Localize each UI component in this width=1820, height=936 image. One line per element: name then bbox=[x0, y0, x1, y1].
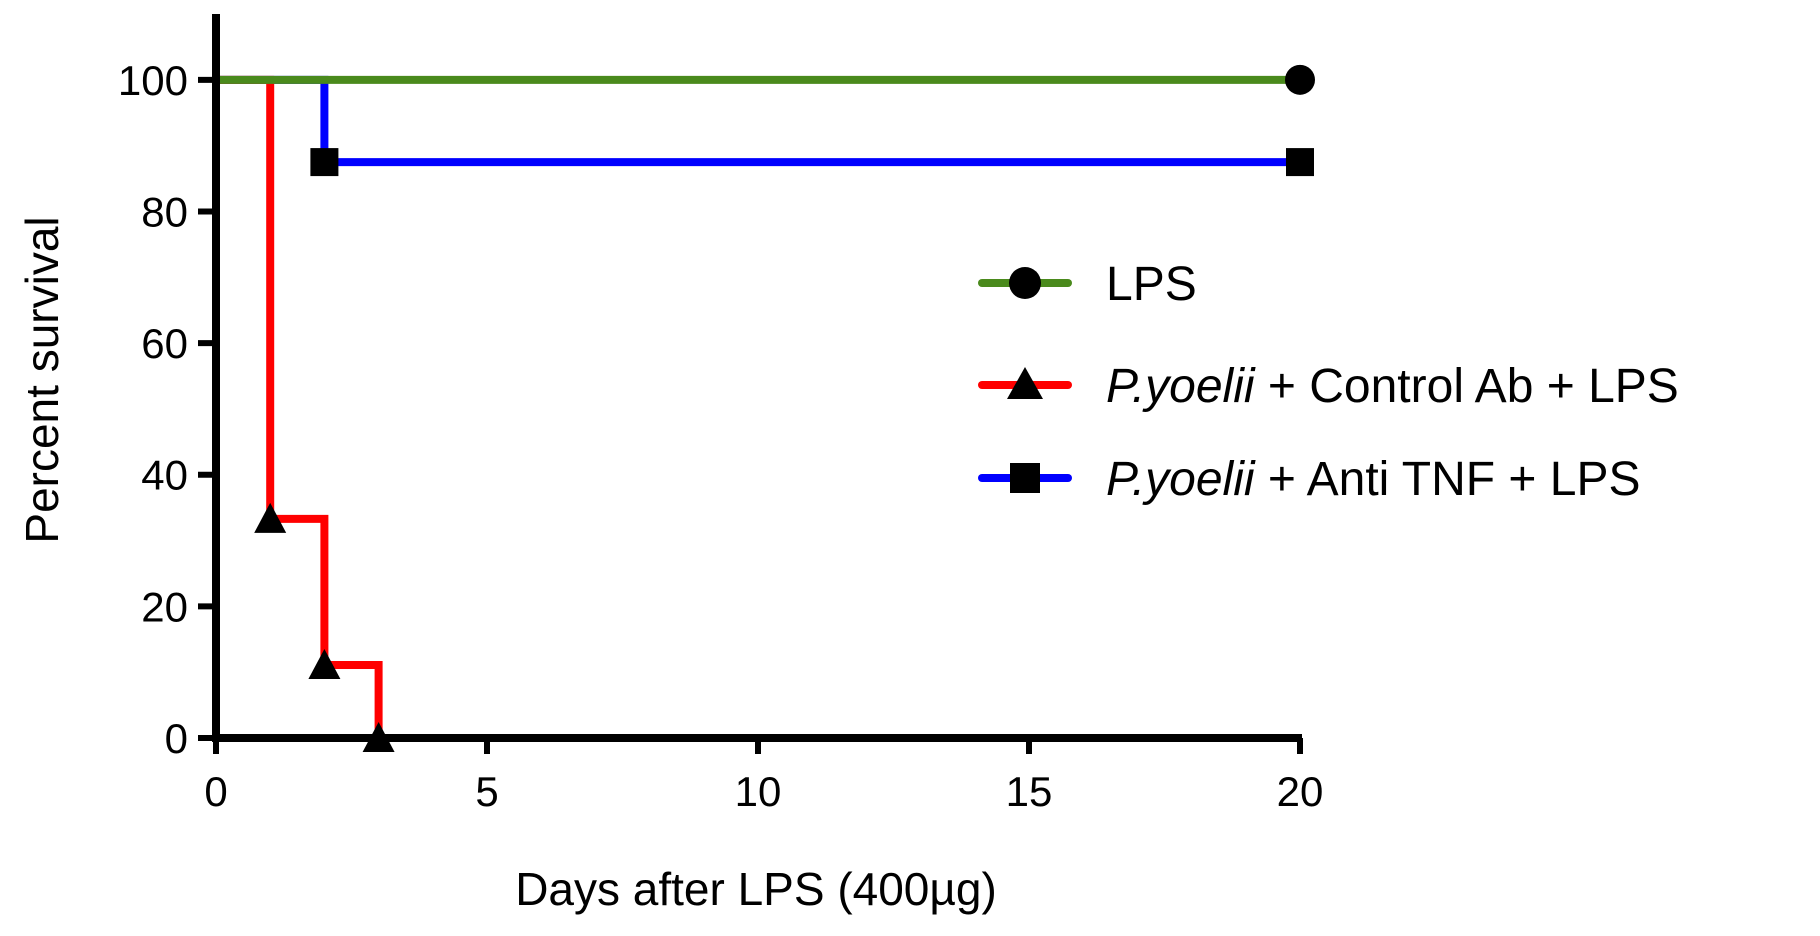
legend-label-lps: LPS bbox=[1106, 258, 1197, 311]
y-tick-label-40: 40 bbox=[141, 452, 188, 499]
series-1-marker-1 bbox=[308, 648, 341, 679]
legend-marker-antitnf bbox=[1010, 463, 1040, 493]
legend-entry-lps: LPS bbox=[978, 258, 1197, 311]
x-axis-label: Days after LPS (400µg) bbox=[515, 863, 997, 915]
legend-entry-control: P.yoelii + Control Ab + LPS bbox=[978, 360, 1679, 413]
x-tick-label-20: 20 bbox=[1277, 768, 1324, 815]
legend-marker-lps bbox=[1009, 267, 1041, 299]
legend: LPS P.yoelii + Control Ab + LPS P.yoelii… bbox=[978, 258, 1679, 506]
series-layer bbox=[216, 75, 1300, 738]
series-line-1 bbox=[216, 75, 383, 738]
series-2-marker-0 bbox=[310, 148, 339, 177]
x-tick-label-10: 10 bbox=[735, 768, 782, 815]
x-tick-label-5: 5 bbox=[475, 768, 498, 815]
y-tick-label-20: 20 bbox=[141, 583, 188, 630]
x-tick-label-0: 0 bbox=[204, 768, 227, 815]
series-1-marker-2 bbox=[362, 722, 395, 752]
y-axis-label: Percent survival bbox=[16, 216, 68, 543]
y-tick-label-80: 80 bbox=[141, 188, 188, 235]
x-tick-label-15: 15 bbox=[1006, 768, 1053, 815]
series-2-marker-1 bbox=[1286, 148, 1314, 177]
y-tick-label-0: 0 bbox=[165, 715, 188, 762]
series-1-marker-0 bbox=[254, 502, 287, 533]
markers-layer bbox=[254, 64, 1315, 752]
ticks-layer: 0 5 10 15 20 0 20 40 60 80 100 bbox=[118, 57, 1323, 815]
y-tick-label-60: 60 bbox=[141, 320, 188, 367]
series-line-2 bbox=[216, 75, 1300, 167]
legend-marker-control bbox=[1007, 367, 1043, 399]
legend-label-control: P.yoelii + Control Ab + LPS bbox=[1106, 360, 1679, 413]
series-0-marker-0 bbox=[1285, 64, 1315, 95]
legend-entry-antitnf: P.yoelii + Anti TNF + LPS bbox=[978, 453, 1641, 506]
legend-label-antitnf: P.yoelii + Anti TNF + LPS bbox=[1106, 453, 1641, 506]
y-tick-label-100: 100 bbox=[118, 57, 188, 104]
